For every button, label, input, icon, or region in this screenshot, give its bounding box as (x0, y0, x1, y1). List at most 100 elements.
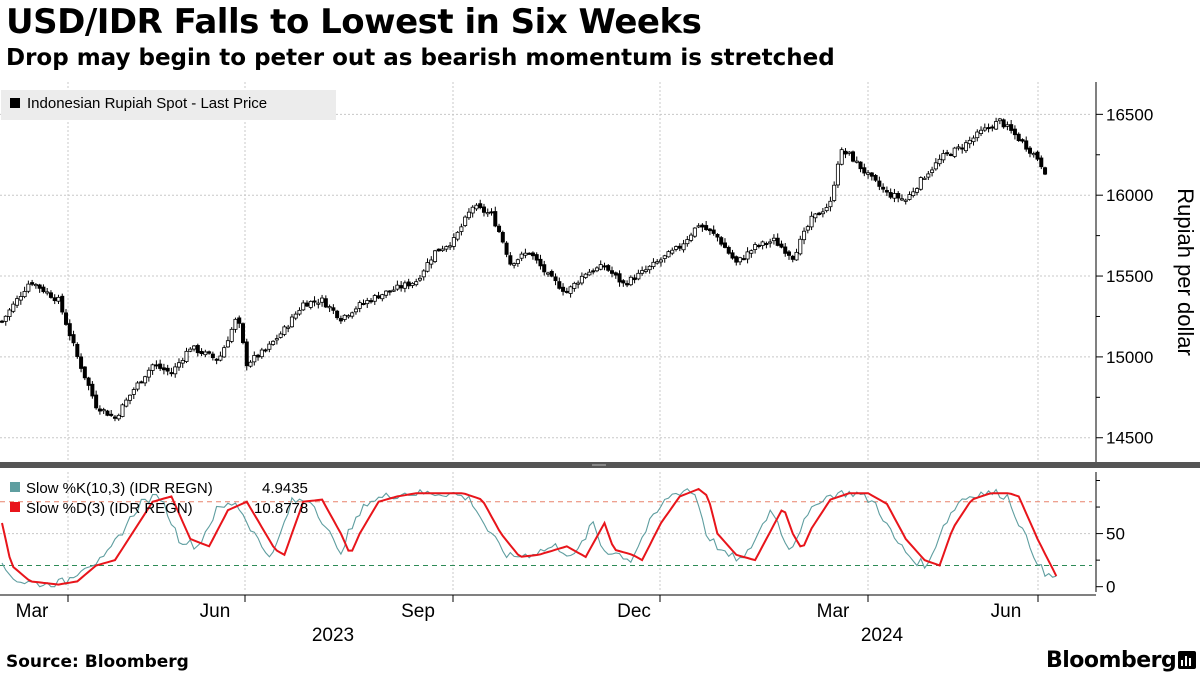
candle-body (440, 248, 445, 252)
candle-body (387, 290, 392, 293)
candle-body (240, 323, 245, 344)
candle-body (474, 204, 479, 210)
candle-body (256, 354, 261, 358)
candle-body (22, 291, 27, 298)
candle-body (188, 348, 193, 352)
candle-body (384, 290, 389, 296)
candle-body (391, 289, 396, 292)
candle-body (48, 292, 53, 298)
candle-body (519, 253, 524, 259)
candle-body (154, 364, 159, 367)
candle-body (350, 312, 355, 317)
y-tick-label: 15500 (1106, 267, 1153, 286)
candle-body (139, 381, 144, 384)
candle-body (681, 243, 686, 251)
d-legend-swatch (10, 502, 20, 512)
candle-body (429, 259, 434, 265)
candle-body (817, 212, 822, 216)
candle-body (417, 277, 422, 281)
candle-body (512, 263, 517, 266)
k-legend-value: 4.9435 (262, 480, 308, 497)
candle-body (52, 297, 57, 302)
candle-body (316, 302, 321, 305)
candle-body (357, 302, 362, 309)
candle-body (1031, 153, 1036, 156)
candle-body (1024, 140, 1029, 150)
candle-body (135, 382, 140, 390)
candle-body (847, 151, 852, 154)
candle-body (369, 300, 374, 303)
candle-body (704, 225, 709, 231)
candle-body (263, 349, 268, 352)
candle-body (685, 239, 690, 245)
candle-body (722, 242, 727, 248)
candle-body (606, 265, 611, 271)
candle-body (112, 416, 117, 419)
candle-body (3, 315, 8, 322)
candle-body (203, 351, 208, 356)
candle-body (353, 308, 358, 313)
candle-body (64, 312, 69, 325)
candle-body (892, 193, 897, 199)
candle-body (402, 282, 407, 289)
candle-body (60, 295, 65, 313)
candle-body (1001, 119, 1006, 128)
candle-body (824, 207, 829, 212)
candle-body (225, 340, 230, 348)
candle-body (662, 255, 667, 259)
candle-body (534, 254, 539, 261)
stochastic-oscillator (0, 487, 1092, 588)
candle-body (176, 362, 181, 368)
candle-body (286, 326, 291, 329)
candle-body (82, 366, 87, 379)
candle-body (583, 273, 588, 278)
candle-body (248, 361, 253, 367)
candle-body (587, 271, 592, 276)
candle-body (546, 272, 551, 275)
candle-body (421, 270, 426, 278)
candle-body (33, 284, 38, 287)
candle-body (466, 211, 471, 219)
candle-body (0, 320, 4, 323)
candle-body (451, 237, 456, 247)
candle-body (15, 298, 20, 306)
k-legend-label: Slow %K(10,3) (IDR REGN) (26, 480, 213, 497)
candle-body (105, 410, 110, 416)
x-month-label: Mar (16, 601, 49, 622)
candle-body (707, 228, 712, 232)
candle-body (11, 303, 16, 312)
candle-body (26, 283, 31, 292)
candle-body (192, 345, 197, 350)
candle-body (843, 150, 848, 155)
candle-body (884, 190, 889, 193)
candle-body (271, 340, 276, 345)
candle-body (180, 360, 185, 364)
candle-body (470, 206, 475, 214)
candle-body (753, 244, 758, 250)
candle-body (674, 246, 679, 250)
candlestick-series (0, 117, 1048, 422)
candle-body (937, 158, 942, 165)
candle-body (101, 409, 106, 412)
candle-body (252, 355, 257, 363)
candle-body (1009, 124, 1014, 131)
x-month-label: Jun (991, 601, 1022, 622)
candle-body (1035, 151, 1040, 160)
candle-body (640, 270, 645, 274)
candle-body (651, 261, 656, 268)
candle-body (832, 184, 837, 201)
candle-body (150, 364, 155, 371)
candle-body (771, 237, 776, 242)
candle-body (851, 151, 856, 162)
candle-body (979, 129, 984, 134)
y-tick-label: 14500 (1106, 429, 1153, 448)
candle-body (719, 237, 724, 245)
slow-k-line (1, 488, 1057, 588)
candle-body (658, 259, 663, 263)
candle-body (907, 194, 912, 200)
candle-body (259, 349, 264, 358)
candle-body (783, 246, 788, 254)
candle-body (764, 243, 769, 246)
candle-body (745, 251, 750, 260)
